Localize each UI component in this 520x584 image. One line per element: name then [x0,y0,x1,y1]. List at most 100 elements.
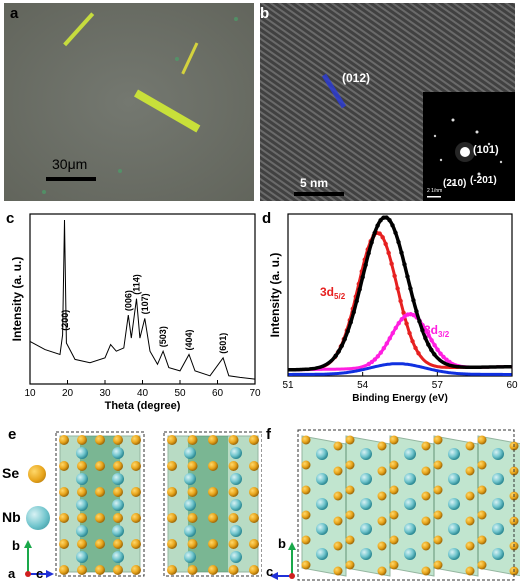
se-atom [113,539,123,549]
saed-spot-minus201: (-201) [470,175,497,186]
unit-cell-e [163,431,262,577]
legend-nb-label: Nb [2,509,21,525]
xps-point [375,223,380,228]
se-atom [208,565,218,575]
se-atom [208,435,218,445]
se-atom [187,461,198,471]
se-atom [95,435,105,445]
se-atom [208,513,218,523]
se-atom [433,485,443,495]
xps-point [411,298,416,303]
se-atom [433,510,443,520]
xps-series-background [288,362,512,376]
se-atom [421,541,431,551]
se-atom [333,541,343,551]
se-atom [465,491,475,501]
se-atom [228,461,239,471]
axis-label-b-e: b [12,538,20,553]
panel-label-c: c [6,210,15,227]
se-atom [113,513,123,523]
se-atom [187,565,198,575]
xps-point [429,347,434,353]
nb-atom [316,448,328,460]
se-atom [167,435,177,445]
nb-atom [230,551,242,563]
xps-point [386,250,391,256]
xps-point [387,218,392,223]
peak-label: (107) [140,293,150,314]
nb-atom [360,473,372,485]
x-tick-label-c: 30 [99,388,111,399]
se-atom [95,513,105,523]
panel-d-xps: 51 54 57 60 Binding Energy (eV) Intensity (a.… [262,208,520,414]
nb-atom [492,548,504,560]
se-atom [113,565,123,575]
se-atom [421,516,431,526]
polyhedra-block-e [167,435,259,573]
saed-scale-label: 2 1/nm [427,188,443,194]
nb-atom [492,523,504,535]
nb-atom [112,499,124,511]
scale-bar-label-a: 30μm [52,156,88,172]
se-atom [421,441,431,451]
se-atom [228,435,239,445]
xps-point [411,312,416,318]
se-atom [167,565,177,575]
se-atom [345,560,355,570]
se-atom [187,435,198,445]
se-atom [301,485,311,495]
crystal-structure-f [297,429,520,581]
xps-point [396,239,401,245]
xps-point [377,231,382,236]
xps-point [372,357,378,362]
se-atom [228,513,239,523]
se-atom [167,487,177,497]
xps-chart: 51 54 57 60 Binding Energy (eV) Intensity (a.… [268,213,518,404]
se-atom [167,513,177,523]
peak-label: (114) [132,274,142,295]
axis-triad-e [24,540,54,578]
se-atom [377,516,387,526]
xps-point [333,353,338,358]
se-atom [421,566,431,576]
se-atom [477,460,487,470]
xps-point [404,321,409,326]
nb-atom [184,499,196,511]
xps-point [366,250,371,256]
se-atom [77,487,87,497]
se-atom [95,539,105,549]
se-atom [131,565,141,575]
se-atom [465,566,475,576]
xps-point [432,343,437,348]
xps-series-fit [288,215,513,372]
lattice-plane-marker [321,73,347,109]
se-atom [113,461,123,471]
xps-point [432,352,437,357]
se-atom [131,513,141,523]
se-atom [345,510,355,520]
se-atom [59,539,69,549]
panel-label-a: a [10,5,19,22]
panel-label-b: b [260,5,270,22]
xps-point [393,325,398,331]
se-atom [95,565,105,575]
se-atom [208,461,218,471]
xps-point [372,230,377,236]
unit-cell-f [297,429,515,581]
panel-f-structure: f b c [262,418,520,584]
x-tick-label-d: 60 [506,380,518,391]
xps-point [378,350,384,355]
se-atom [77,565,87,575]
panel-c-xrd: 10 20 30 40 50 60 70 Theta (degree) Intensity (a… [0,208,262,414]
peak-label: (006) [123,290,133,311]
plot-frame-d [287,213,513,377]
se-atom [477,435,487,445]
scale-bar-label-b: 5 nm [300,176,329,190]
se-atom [59,565,69,575]
nb-atom [76,447,88,459]
nb-atom [230,525,242,537]
nanobelt-2 [181,42,199,75]
se-atom [333,441,343,451]
nb-atom [76,551,88,563]
xps-point [375,354,381,359]
